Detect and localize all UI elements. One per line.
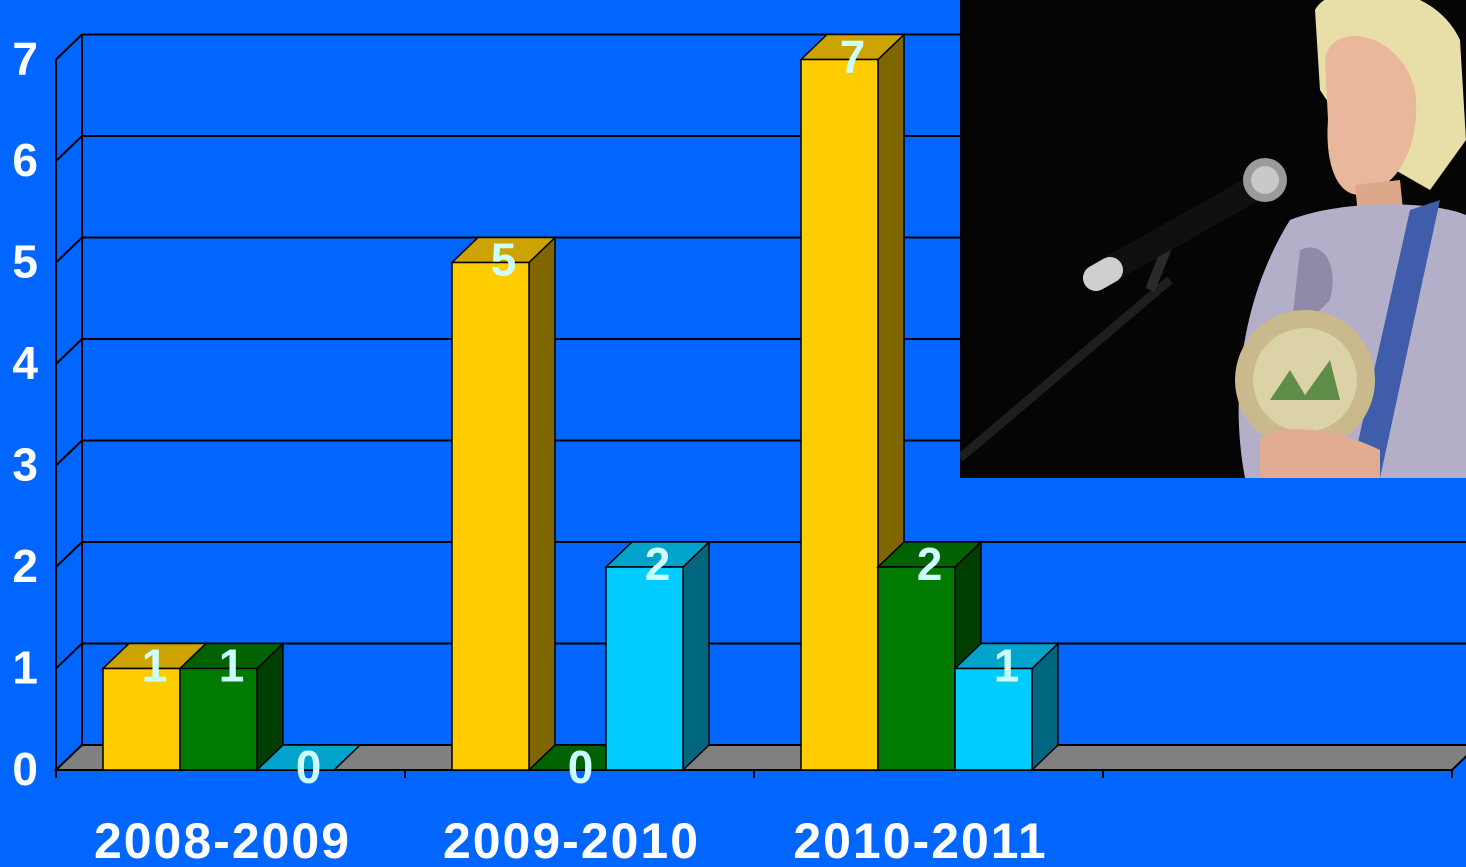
data-label: 1 xyxy=(142,640,168,692)
y-tick-label: 0 xyxy=(12,743,38,795)
bar-side xyxy=(528,235,556,772)
side-wall-line xyxy=(55,33,83,61)
y-tick-label: 6 xyxy=(12,134,38,186)
data-label: 5 xyxy=(491,234,517,286)
bar xyxy=(451,261,530,771)
side-wall-line xyxy=(55,135,83,162)
data-label: 2 xyxy=(917,538,943,590)
x-category-label: 2008-2009 xyxy=(94,813,351,867)
speaker-photo xyxy=(960,0,1466,478)
x-category-label: 2009-2010 xyxy=(443,813,700,867)
data-label: 7 xyxy=(840,31,866,83)
bar xyxy=(800,58,879,771)
bar-side xyxy=(682,540,710,772)
y-tick-label: 3 xyxy=(12,439,38,491)
y-tick-label: 7 xyxy=(12,33,38,85)
side-wall-line xyxy=(55,541,83,568)
y-tick-label: 5 xyxy=(12,236,38,288)
bar xyxy=(954,667,1033,771)
bar-top xyxy=(255,744,362,771)
bar xyxy=(179,667,258,771)
data-label: 0 xyxy=(296,741,322,793)
speaker-photo-art xyxy=(960,0,1466,478)
bar xyxy=(102,667,181,771)
side-wall-line xyxy=(55,236,83,264)
data-label: 1 xyxy=(994,640,1020,692)
y-tick-label: 1 xyxy=(12,642,38,694)
data-label: 2 xyxy=(645,538,671,590)
data-label: 1 xyxy=(219,640,245,692)
side-wall-line xyxy=(55,642,83,670)
side-wall-line xyxy=(55,439,83,467)
side-wall-line xyxy=(55,338,83,365)
y-tick-label: 2 xyxy=(12,540,38,592)
data-label: 0 xyxy=(568,741,594,793)
y-tick-label: 4 xyxy=(12,337,38,389)
bar xyxy=(605,566,684,771)
bar xyxy=(877,566,956,771)
x-category-label: 2010-2011 xyxy=(793,813,1047,867)
